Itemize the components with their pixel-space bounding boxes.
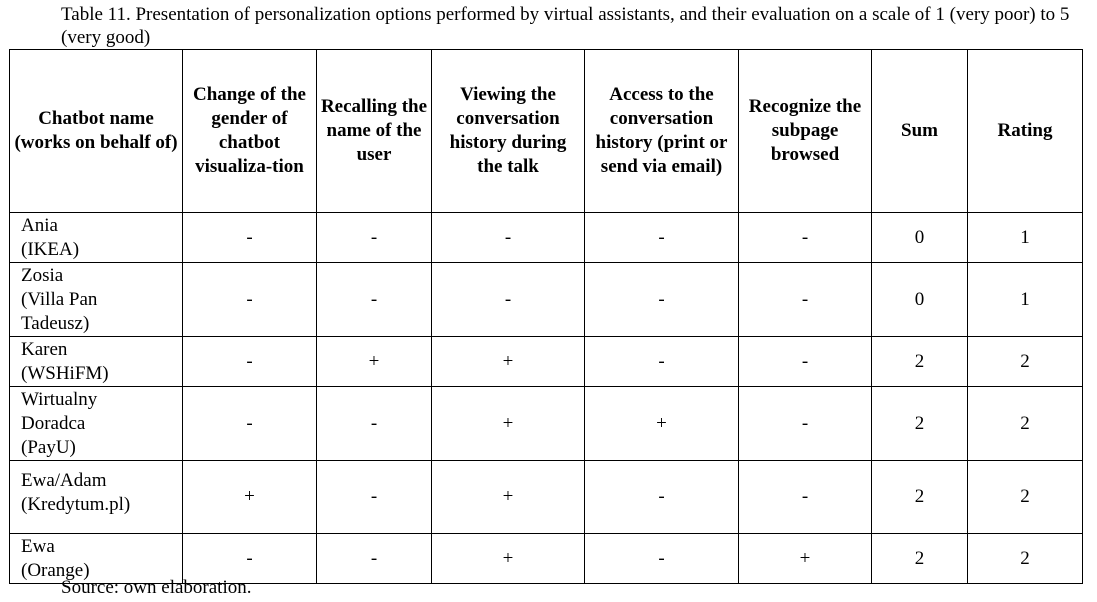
chatbot-name-cell: Wirtualny Doradca (PayU) <box>9 386 183 461</box>
chatbot-name-cell: Zosia (Villa Pan Tadeusz) <box>9 262 183 337</box>
rating-cell: 2 <box>967 460 1083 534</box>
recall-name-cell: - <box>316 212 432 263</box>
gender-change-cell: - <box>182 262 317 337</box>
access-history-cell: - <box>584 262 739 337</box>
sum-cell: 0 <box>871 262 968 337</box>
view-history-cell: + <box>431 533 585 584</box>
chatbot-name-line: (Villa Pan <box>21 289 98 310</box>
view-history-cell: - <box>431 212 585 263</box>
chatbot-name-line: (PayU) <box>21 437 76 458</box>
chatbot-name-line: Karen <box>21 339 68 360</box>
recall-name-cell: - <box>316 262 432 337</box>
recognize-subpage-cell: - <box>738 460 872 534</box>
table-row: Zosia (Villa Pan Tadeusz) - - - - - 0 1 <box>9 262 1083 337</box>
table-row: Karen (WSHiFM) - + + - - 2 2 <box>9 336 1083 387</box>
chatbot-name-line: (Orange) <box>21 560 90 581</box>
recall-name-cell: - <box>316 460 432 534</box>
rating-cell: 1 <box>967 212 1083 263</box>
header-view-history: Viewing the conversation history during … <box>431 49 585 213</box>
chatbot-name-cell: Ewa (Orange) <box>9 533 183 584</box>
recognize-subpage-cell: - <box>738 262 872 337</box>
recognize-subpage-cell: - <box>738 212 872 263</box>
chatbot-name-cell: Ewa/Adam (Kredytum.pl) <box>9 460 183 534</box>
access-history-cell: + <box>584 386 739 461</box>
chatbot-name-cell: Karen (WSHiFM) <box>9 336 183 387</box>
sum-cell: 2 <box>871 336 968 387</box>
header-chatbot-name: Chatbot name (works on behalf of) <box>9 49 183 213</box>
chatbot-name-line: (WSHiFM) <box>21 363 109 384</box>
rating-cell: 2 <box>967 336 1083 387</box>
chatbot-name-line: Ewa/Adam <box>21 470 107 491</box>
gender-change-cell: - <box>182 386 317 461</box>
table-row: Ewa (Orange) - - + - + 2 2 <box>9 533 1083 584</box>
view-history-cell: - <box>431 262 585 337</box>
recognize-subpage-cell: - <box>738 386 872 461</box>
gender-change-cell: - <box>182 212 317 263</box>
rating-cell: 2 <box>967 533 1083 584</box>
chatbot-name-line: Doradca <box>21 413 86 434</box>
chatbot-name-line: Ania <box>21 215 58 236</box>
header-access-history: Access to the conversation history (prin… <box>584 49 739 213</box>
access-history-cell: - <box>584 533 739 584</box>
access-history-cell: - <box>584 460 739 534</box>
table-row: Wirtualny Doradca (PayU) - - + + - 2 2 <box>9 386 1083 461</box>
sum-cell: 2 <box>871 533 968 584</box>
chatbot-name-line: Tadeusz) <box>21 313 90 334</box>
recognize-subpage-cell: - <box>738 336 872 387</box>
gender-change-cell: + <box>182 460 317 534</box>
header-sum: Sum <box>871 49 968 213</box>
sum-cell: 2 <box>871 460 968 534</box>
table-row: Ania (IKEA) - - - - - 0 1 <box>9 212 1083 263</box>
table-caption: Table 11. Presentation of personalizatio… <box>61 4 1070 48</box>
view-history-cell: + <box>431 386 585 461</box>
view-history-cell: + <box>431 336 585 387</box>
recall-name-cell: - <box>316 386 432 461</box>
header-row: Chatbot name (works on behalf of) Change… <box>9 49 1083 213</box>
chatbot-name-line: Wirtualny <box>21 389 98 410</box>
header-recognize-subpage: Recognize the subpage browsed <box>738 49 872 213</box>
personalization-table: Chatbot name (works on behalf of) Change… <box>9 49 1083 584</box>
access-history-cell: - <box>584 212 739 263</box>
source-note: Source: own elaboration. <box>61 577 252 598</box>
header-rating: Rating <box>967 49 1083 213</box>
header-gender-change: Change of the gender of chatbot visualiz… <box>182 49 317 213</box>
header-recall-name: Recalling the name of the user <box>316 49 432 213</box>
sum-cell: 2 <box>871 386 968 461</box>
access-history-cell: - <box>584 336 739 387</box>
gender-change-cell: - <box>182 533 317 584</box>
chatbot-name-line: Ewa <box>21 536 55 557</box>
chatbot-name-line: (Kredytum.pl) <box>21 494 131 515</box>
rating-cell: 2 <box>967 386 1083 461</box>
chatbot-name-line: (IKEA) <box>21 239 80 260</box>
chatbot-name-line: Zosia <box>21 265 64 286</box>
rating-cell: 1 <box>967 262 1083 337</box>
table-row: Ewa/Adam (Kredytum.pl) + - + - - 2 2 <box>9 460 1083 534</box>
recall-name-cell: - <box>316 533 432 584</box>
recall-name-cell: + <box>316 336 432 387</box>
recognize-subpage-cell: + <box>738 533 872 584</box>
sum-cell: 0 <box>871 212 968 263</box>
chatbot-name-cell: Ania (IKEA) <box>9 212 183 263</box>
view-history-cell: + <box>431 460 585 534</box>
gender-change-cell: - <box>182 336 317 387</box>
